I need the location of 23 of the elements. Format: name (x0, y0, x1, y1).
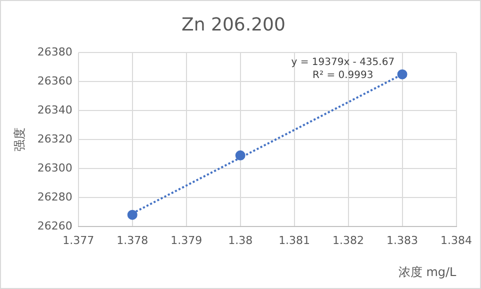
x-axis-title: 浓度 mg/L (398, 264, 457, 279)
point (397, 69, 408, 80)
y-tick-label: 26300 (37, 161, 72, 174)
x-tick-label: 1.38 (228, 234, 253, 247)
x-tick-label: 1.378 (116, 234, 148, 247)
y-tick-label: 26320 (37, 132, 72, 146)
x-tick-label: 1.379 (170, 234, 202, 247)
point (127, 210, 138, 220)
y-tick-label: 26340 (37, 103, 72, 116)
x-tick-label: 1.381 (278, 234, 310, 247)
y-tick-label: 26380 (37, 45, 72, 58)
x-tick-label: 1.383 (386, 234, 418, 247)
annotation: R² = 0.9993 (312, 70, 374, 82)
y-axis-title: 强度 (12, 128, 26, 152)
y-tick-label: 26280 (37, 190, 72, 204)
x-tick-label: 1.382 (332, 234, 364, 247)
y-tick-label: 26360 (37, 74, 72, 88)
chart-title: Zn 206.200 (182, 14, 286, 36)
annotation: y = 19379x - 435.67 (291, 57, 395, 68)
y-tick-label: 26260 (37, 219, 72, 232)
x-tick-label: 1.377 (62, 234, 94, 247)
x-tick-label: 1.384 (440, 234, 472, 247)
point (235, 150, 246, 160)
